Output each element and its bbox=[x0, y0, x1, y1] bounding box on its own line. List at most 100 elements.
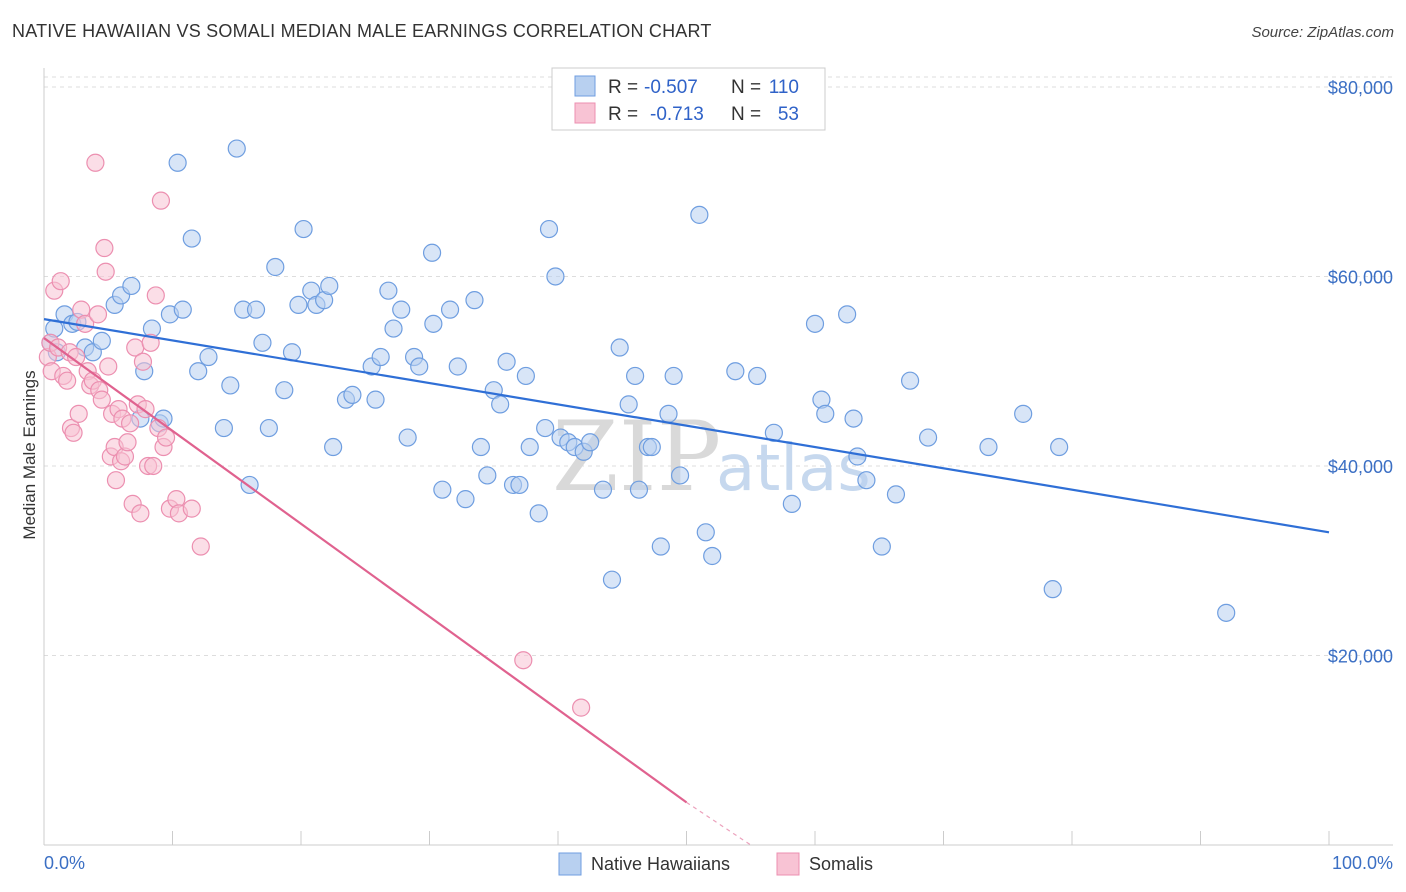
trend-lines bbox=[43, 318, 1330, 846]
native-hawaiian-point bbox=[199, 347, 218, 367]
native-hawaiian-point bbox=[471, 437, 490, 457]
native-hawaiian-point bbox=[366, 390, 385, 409]
somali-point bbox=[69, 404, 88, 423]
legend-r-label-2: R = bbox=[608, 104, 638, 125]
somali-point bbox=[572, 698, 591, 717]
native-hawaiian-point bbox=[294, 219, 313, 239]
native-hawaiian-point bbox=[536, 418, 555, 438]
native-hawaiian-point bbox=[593, 480, 613, 499]
somali-trend-line bbox=[43, 337, 688, 804]
native-hawaiian-point bbox=[122, 276, 141, 296]
somali-point bbox=[146, 286, 165, 305]
native-hawaiian-point bbox=[221, 376, 240, 395]
x-tick-label-min: 0.0% bbox=[44, 853, 85, 873]
native-hawaiian-point bbox=[440, 300, 460, 319]
correlation-legend: R = -0.507 N = 110 R = -0.713 N = 53 bbox=[551, 67, 826, 131]
x-tick-label-max: 100.0% bbox=[1332, 853, 1393, 873]
native-hawaiian-point bbox=[289, 295, 308, 314]
somali-point bbox=[131, 504, 150, 523]
native-hawaiian-point bbox=[659, 404, 678, 423]
somali-trend-line-extension bbox=[686, 801, 752, 846]
native-hawaiian-point bbox=[465, 291, 484, 310]
native-hawaiian-point bbox=[189, 362, 208, 381]
native-hawaiian-point bbox=[497, 352, 516, 371]
native-hawaiian-point bbox=[173, 300, 192, 319]
native-hawaiian-point bbox=[1043, 580, 1062, 599]
native-hawaiian-point bbox=[510, 475, 529, 495]
native-hawaiian-point bbox=[844, 409, 863, 428]
native-hawaiian-point bbox=[478, 466, 497, 485]
native-hawaiian-point bbox=[918, 428, 938, 447]
legend-n-value-1: 110 bbox=[769, 77, 799, 98]
series-legend-somalis: Somalis bbox=[809, 854, 873, 874]
legend-swatch-blue bbox=[574, 75, 596, 97]
series-legend-swatch-blue bbox=[558, 852, 582, 876]
native-hawaiian-point bbox=[703, 546, 722, 566]
native-hawaiian-point bbox=[371, 347, 390, 367]
native-hawaiian-point bbox=[782, 494, 801, 513]
legend-n-label-2: N = bbox=[731, 104, 761, 125]
native-hawaiian-trend-line bbox=[43, 318, 1330, 534]
somali-point bbox=[88, 305, 108, 324]
somali-point bbox=[99, 357, 118, 376]
native-hawaiian-point bbox=[748, 366, 767, 386]
legend-swatch-pink bbox=[574, 102, 596, 124]
native-hawaiian-point bbox=[384, 319, 403, 338]
native-hawaiian-point bbox=[838, 305, 857, 324]
y-tick-label: $80,000 bbox=[1328, 78, 1393, 98]
native-hawaiian-point bbox=[253, 333, 272, 352]
somali-points bbox=[38, 153, 591, 717]
native-hawaiian-point bbox=[320, 276, 339, 296]
native-hawaiian-point bbox=[433, 480, 452, 499]
legend-r-value-2: -0.713 bbox=[650, 104, 704, 125]
somali-point bbox=[95, 238, 114, 258]
y-tick-label: $60,000 bbox=[1328, 267, 1393, 287]
y-axis-label: Median Male Earnings bbox=[20, 370, 39, 539]
somali-point bbox=[120, 414, 140, 433]
native-hawaiian-point bbox=[619, 395, 638, 414]
native-hawaiian-point bbox=[182, 229, 201, 248]
native-hawaiian-point bbox=[581, 433, 600, 452]
native-hawaiian-point bbox=[275, 381, 294, 400]
native-hawaiian-point bbox=[625, 366, 645, 386]
somali-point bbox=[144, 456, 163, 476]
series-legend-swatch-pink bbox=[776, 852, 800, 876]
native-hawaiian-point bbox=[670, 466, 690, 485]
somali-point bbox=[92, 390, 111, 409]
native-hawaiian-point bbox=[848, 447, 867, 466]
native-hawaiian-points bbox=[41, 139, 1236, 622]
native-hawaiian-point bbox=[398, 428, 417, 447]
native-hawaiian-point bbox=[246, 300, 266, 319]
native-hawaiian-point bbox=[629, 480, 649, 499]
native-hawaiian-point bbox=[520, 437, 539, 457]
source-label: Source: ZipAtlas.com bbox=[1251, 24, 1394, 41]
series-legend-native-hawaiians: Native Hawaiians bbox=[591, 854, 730, 874]
y-tick-label: $20,000 bbox=[1328, 646, 1393, 666]
somali-point bbox=[133, 352, 153, 371]
legend-box bbox=[551, 67, 826, 131]
native-hawaiian-point bbox=[227, 139, 246, 158]
native-hawaiian-point bbox=[424, 314, 443, 333]
native-hawaiian-point bbox=[324, 437, 343, 457]
native-hawaiian-point bbox=[214, 418, 233, 438]
somali-point bbox=[191, 537, 210, 556]
y-tick-label: $40,000 bbox=[1328, 457, 1393, 477]
native-hawaiian-point bbox=[392, 300, 411, 319]
native-hawaiian-point bbox=[539, 219, 559, 239]
native-hawaiian-point bbox=[602, 570, 622, 589]
somali-point bbox=[96, 262, 115, 281]
native-hawaiian-point bbox=[726, 362, 745, 381]
somali-point bbox=[64, 423, 83, 442]
x-axis-ticks bbox=[172, 831, 1330, 845]
native-hawaiian-point bbox=[696, 523, 715, 542]
native-hawaiian-point bbox=[664, 366, 683, 386]
native-hawaiian-point bbox=[379, 281, 398, 300]
native-hawaiian-point bbox=[872, 537, 891, 556]
native-hawaiian-point bbox=[886, 485, 906, 504]
native-hawaiian-point bbox=[1050, 437, 1069, 457]
native-hawaiian-point bbox=[448, 357, 467, 376]
somali-point bbox=[156, 428, 176, 447]
native-hawaiian-point bbox=[642, 437, 661, 457]
grid-lines bbox=[44, 76, 1393, 656]
